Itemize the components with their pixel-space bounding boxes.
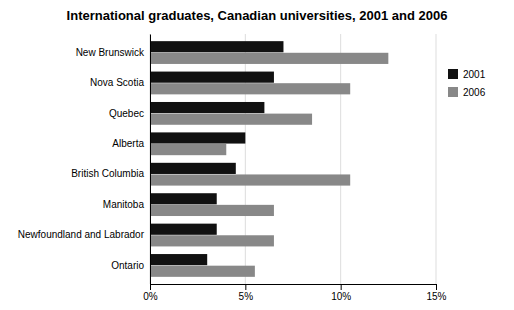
chart: 0% 5% 10% 15% New Brunswick Nova Scotia Quebec…	[0, 0, 514, 310]
bar	[150, 266, 255, 277]
y-tick-label: Quebec	[109, 108, 144, 119]
chart-container: 0% 5% 10% 15% New Brunswick Nova Scotia Quebec…	[0, 0, 514, 310]
bar	[150, 254, 207, 265]
legend-label: 2006	[463, 87, 486, 98]
bar	[150, 163, 236, 174]
grid-line	[245, 34, 246, 284]
legend-item: 2006	[448, 87, 486, 98]
y-axis-line	[150, 35, 151, 285]
legend-swatch	[448, 87, 458, 97]
y-tick-label: Manitoba	[103, 199, 145, 210]
bar	[150, 144, 226, 155]
grid-line	[436, 34, 437, 284]
bar	[150, 72, 274, 83]
bar	[150, 205, 274, 216]
bar	[150, 235, 274, 246]
x-axis: 0% 5% 10% 15%	[143, 284, 446, 302]
legend-item: 2001	[448, 69, 486, 80]
legend-swatch	[448, 69, 458, 79]
x-tick-label: 5%	[239, 291, 254, 302]
y-tick: British Columbia	[71, 168, 144, 179]
y-tick: Manitoba	[103, 199, 145, 210]
bar	[150, 53, 388, 64]
x-tick: 5%	[239, 284, 254, 302]
y-tick: Newfoundland and Labrador	[18, 229, 145, 240]
y-tick: Ontario	[111, 260, 144, 271]
bar	[150, 41, 283, 52]
x-tick-label: 0%	[143, 291, 158, 302]
x-tick-mark	[341, 284, 342, 290]
y-tick-label: Nova Scotia	[90, 77, 144, 88]
y-tick: Quebec	[109, 108, 144, 119]
bar-series	[150, 41, 283, 265]
legend: 2001 2006	[448, 69, 486, 98]
grid	[150, 34, 436, 284]
y-tick: New Brunswick	[76, 47, 145, 58]
grid-line	[340, 34, 341, 284]
y-tick-label: New Brunswick	[76, 47, 145, 58]
x-tick-mark	[436, 284, 437, 290]
y-tick-label: British Columbia	[71, 168, 144, 179]
bar	[150, 114, 312, 125]
bar	[150, 83, 350, 94]
y-tick-label: Ontario	[111, 260, 144, 271]
bars	[150, 41, 388, 277]
y-tick: Alberta	[112, 138, 144, 149]
bar	[150, 174, 350, 185]
bar	[150, 132, 245, 143]
bar	[150, 224, 217, 235]
x-tick: 0%	[143, 284, 158, 302]
bar	[150, 193, 217, 204]
y-tick-label: Alberta	[112, 138, 144, 149]
x-tick-mark	[245, 284, 246, 290]
grid-line	[150, 34, 151, 284]
y-axis: New Brunswick Nova Scotia Quebec Alberta Bri…	[18, 35, 151, 285]
x-tick: 15%	[426, 284, 446, 302]
title: International graduates, Canadian univer…	[67, 8, 448, 23]
x-tick: 10%	[331, 284, 351, 302]
y-tick: Nova Scotia	[90, 77, 144, 88]
x-tick-mark	[150, 284, 151, 290]
x-axis-line	[151, 285, 437, 291]
bar-series	[150, 53, 388, 277]
x-tick-label: 10%	[331, 291, 351, 302]
x-tick-label: 15%	[426, 291, 446, 302]
y-tick-label: Newfoundland and Labrador	[18, 229, 145, 240]
bar	[150, 102, 264, 113]
legend-label: 2001	[463, 69, 486, 80]
